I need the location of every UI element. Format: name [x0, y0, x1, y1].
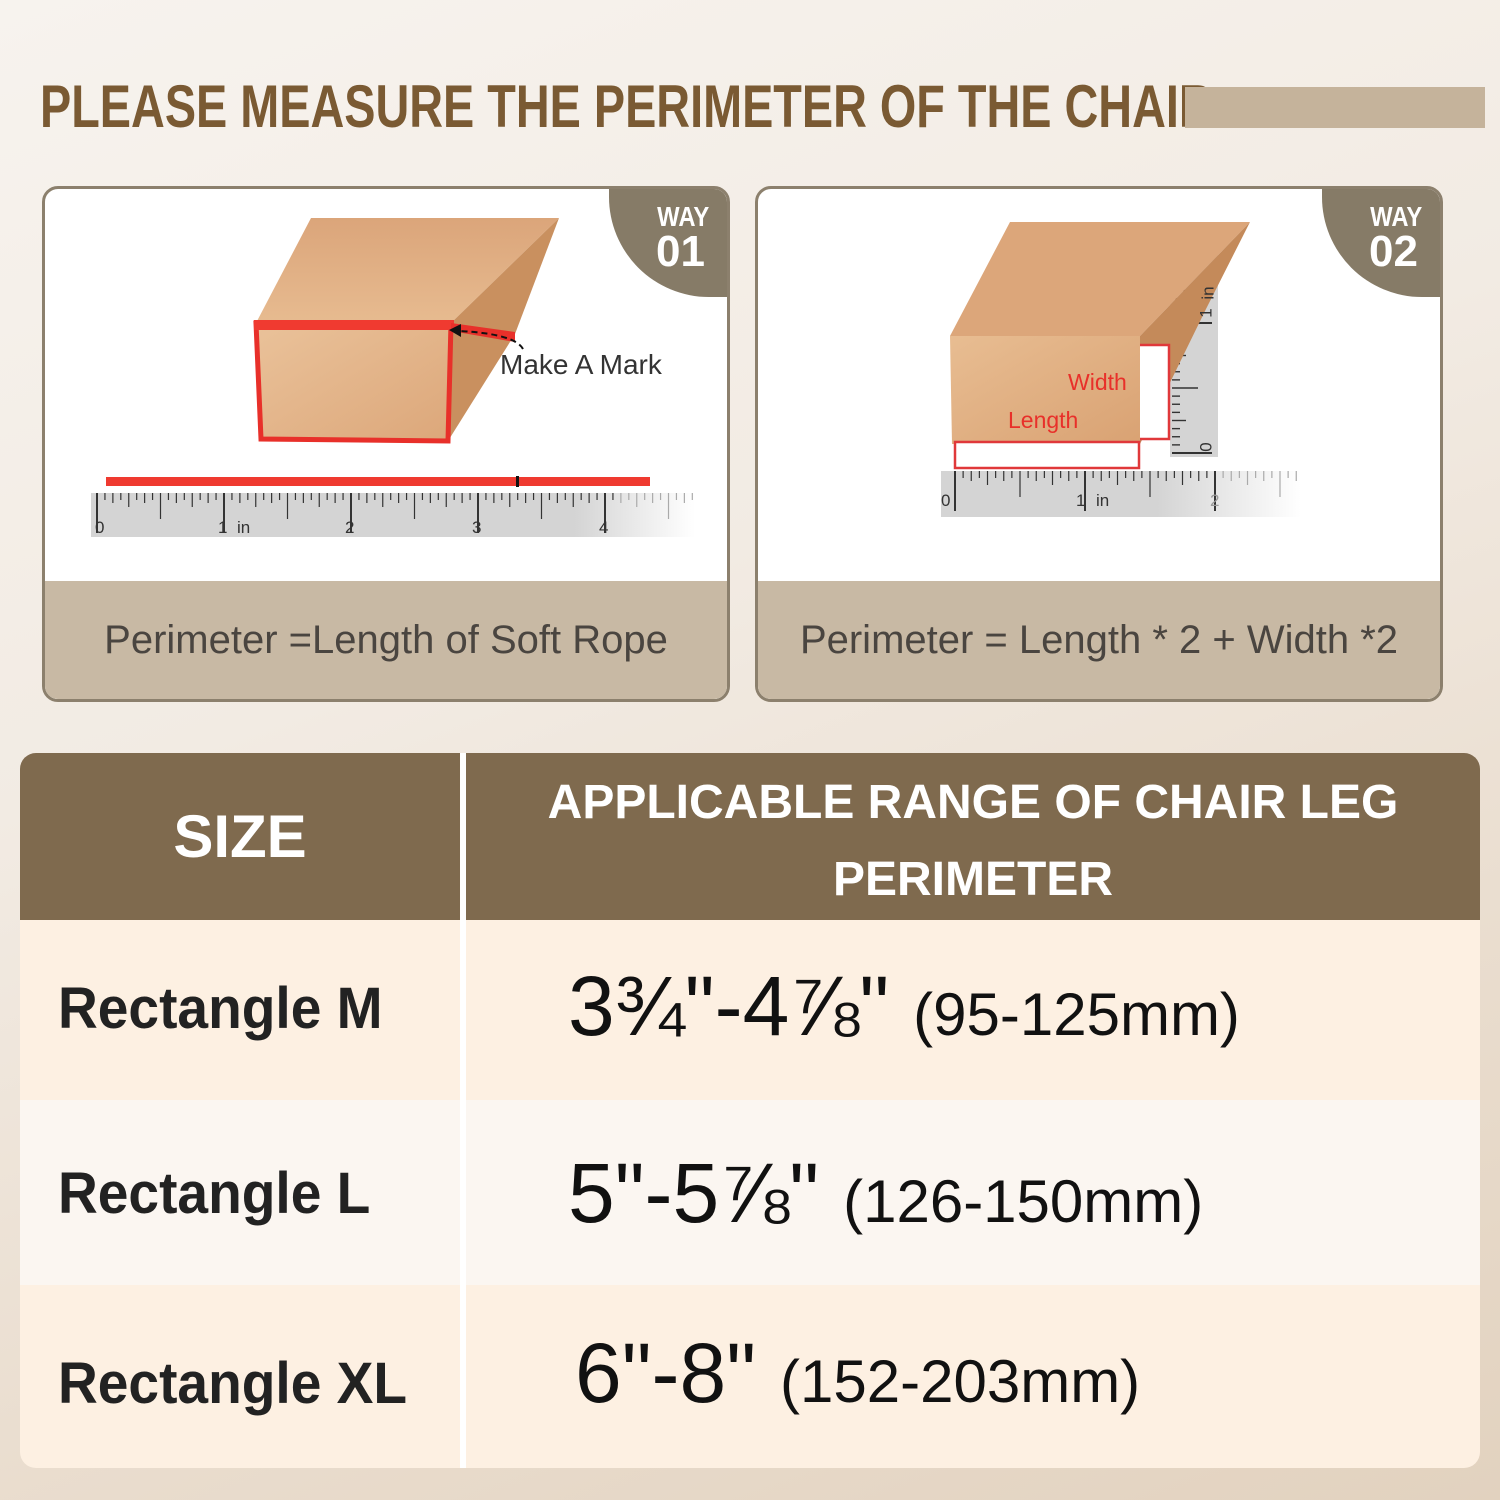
width-bracket — [1140, 343, 1171, 441]
wood-front-face — [950, 336, 1140, 444]
way-01-caption: Perimeter =Length of Soft Rope — [45, 581, 727, 699]
header-range-line1: APPLICABLE RANGE OF CHAIR LEG — [547, 776, 1399, 829]
way-01-badge: WAY 01 — [609, 189, 727, 297]
length-bracket — [953, 440, 1141, 470]
width-label: Width — [1068, 369, 1127, 395]
vruler-label-in: in — [1198, 286, 1218, 300]
wood-block-measure-illustration — [941, 222, 1301, 517]
ruler-horizontal — [91, 493, 695, 537]
wood-top-face — [256, 218, 559, 323]
ruler-label-1: 1 — [218, 518, 228, 537]
size-cell: Rectangle XL — [58, 1351, 408, 1416]
header-size: SIZE — [20, 753, 460, 920]
header-range: APPLICABLE RANGE OF CHAIR LEG PERIMETER — [466, 753, 1480, 920]
wood-top-face — [950, 222, 1250, 336]
table-row: Rectangle M 3¾"-4⅞" (95-125mm) — [20, 920, 1480, 1100]
way-02-caption: Perimeter = Length * 2 + Width *2 — [758, 581, 1440, 699]
ruler-label-0: 0 — [941, 491, 951, 510]
table-row: Rectangle XL 6"-8" (152-203mm) — [20, 1285, 1480, 1468]
arrow-head — [449, 324, 461, 337]
ruler-label-1: 1 — [1076, 491, 1086, 510]
badge-word: WAY — [1369, 201, 1422, 232]
size-cell: Rectangle M — [58, 976, 383, 1041]
ruler-label-in: in — [237, 518, 251, 537]
page-title: PLEASE MEASURE THE PERIMETER OF THE CHAI… — [40, 73, 1213, 140]
header-range-line2: PERIMETER — [832, 853, 1114, 906]
way-02-card: Width Length 0 1 in 2 0 1 in WAY 02 Peri… — [755, 186, 1443, 702]
length-label: Length — [1008, 407, 1079, 433]
size-cell: Rectangle L — [58, 1161, 371, 1226]
range-inches: 5"-5⅞" — [568, 1146, 820, 1240]
ruler-horizontal — [941, 471, 1301, 517]
wood-front-face — [253, 320, 454, 444]
rope-mark — [516, 476, 519, 487]
ruler-label-3: 3 — [472, 518, 482, 537]
way-01-card: Make A Mark 0 1 in 2 3 4 WAY 01 Perimete… — [42, 186, 730, 702]
ruler-label-2: 2 — [345, 518, 355, 537]
vruler-label-1: 1 — [1196, 308, 1216, 318]
ruler-label-0: 0 — [95, 518, 105, 537]
range-mm: (152-203mm) — [780, 1348, 1141, 1415]
badge-number: 02 — [1369, 227, 1418, 276]
wood-side-face — [1140, 222, 1250, 444]
title-accent-bar — [1185, 87, 1485, 128]
range-inches: 3¾"-4⅞" — [568, 959, 890, 1053]
ruler-label-4: 4 — [599, 518, 609, 537]
table-row: Rectangle L 5"-5⅞" (126-150mm) — [20, 1100, 1480, 1285]
rope-top-band — [254, 320, 454, 330]
column-divider — [460, 753, 466, 1468]
size-table: SIZE APPLICABLE RANGE OF CHAIR LEG PERIM… — [20, 753, 1480, 1468]
badge-number: 01 — [656, 227, 705, 276]
badge-word: WAY — [656, 201, 709, 232]
ruler-label-in: in — [1096, 491, 1110, 510]
vruler-label-0: 0 — [1196, 442, 1216, 452]
range-mm: (95-125mm) — [913, 981, 1240, 1048]
range-inches: 6"-8" — [575, 1326, 757, 1420]
rope-straightened — [106, 477, 650, 486]
range-cell: 3¾"-4⅞" (95-125mm) — [568, 958, 1240, 1055]
mark-arrow — [459, 330, 524, 350]
make-a-mark-label: Make A Mark — [500, 349, 662, 380]
range-mm: (126-150mm) — [843, 1168, 1204, 1235]
wood-block-rope-illustration — [91, 218, 695, 537]
wood-side-face — [448, 218, 559, 441]
range-cell: 6"-8" (152-203mm) — [575, 1325, 1140, 1422]
header-size-label: SIZE — [173, 803, 307, 870]
ruler-label-2: 2 — [1210, 491, 1220, 510]
range-cell: 5"-5⅞" (126-150mm) — [568, 1145, 1203, 1242]
